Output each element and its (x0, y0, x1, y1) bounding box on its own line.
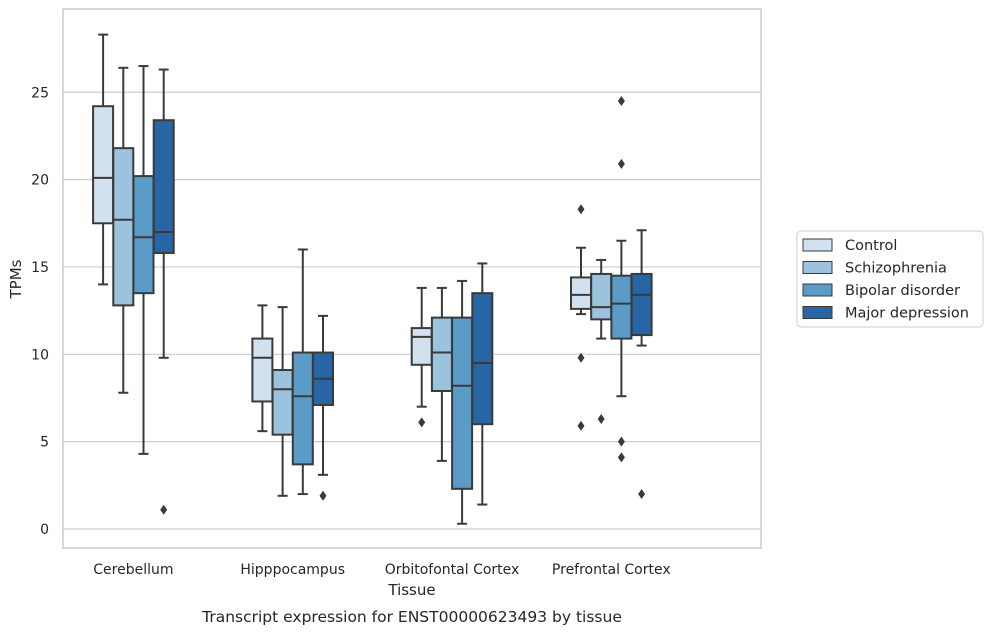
y-tick-label: 0 (40, 522, 49, 538)
legend-label: Schizophrenia (845, 261, 947, 277)
box-2-3 (471, 262, 494, 506)
legend-swatch (802, 283, 833, 297)
outlier-point (597, 413, 605, 424)
box-iqr (291, 351, 314, 466)
legend-label: Bipolar disorder (845, 283, 960, 299)
outlier-point (577, 352, 585, 363)
box-group (92, 33, 653, 525)
outlier-point (160, 504, 168, 515)
y-tick-label: 20 (31, 173, 49, 189)
legend-swatch (802, 238, 833, 252)
legend: Control Schizophrenia Bipolar disorder Majo… (796, 230, 984, 328)
legend-label: Major depression (845, 306, 969, 322)
box-1-2 (291, 248, 314, 496)
box-iqr (430, 316, 453, 392)
legend-label: Control (845, 238, 897, 254)
outlier-point (617, 95, 625, 106)
legend-swatch (802, 306, 833, 319)
outlier-point (638, 489, 646, 500)
chart-title: Transcript expression for ENST0000062349… (201, 608, 622, 626)
y-tick-label: 10 (31, 347, 49, 363)
box-iqr (590, 272, 613, 321)
outlier-point (319, 490, 327, 501)
y-tick-label: 5 (40, 435, 49, 451)
box-3-3 (630, 229, 653, 500)
legend-frame (796, 230, 984, 328)
box-iqr (112, 147, 135, 307)
box-0-0 (92, 33, 115, 286)
x-tick-label: Orbitofontal Cortex (385, 562, 520, 578)
y-tick-labels: 0 5 10 15 20 25 (31, 85, 49, 538)
y-tick-label: 25 (31, 85, 49, 101)
plot-background (63, 9, 761, 548)
box-2-0 (410, 286, 433, 428)
box-iqr (251, 337, 274, 403)
box-0-1 (112, 66, 135, 394)
outlier-point (617, 452, 625, 463)
box-iqr (271, 369, 294, 436)
box-1-3 (312, 314, 334, 501)
box-iqr (92, 105, 115, 225)
outlier-point (577, 204, 585, 215)
y-axis-label: TPMs (7, 259, 25, 299)
outlier-point (617, 158, 625, 169)
x-tick-label: Hipppocampus (240, 562, 345, 578)
x-tick-label: Cerebellum (93, 562, 173, 578)
box-2-2 (451, 279, 474, 525)
box-0-2 (132, 65, 155, 455)
box-iqr (610, 274, 633, 340)
box-3-1 (590, 258, 613, 424)
x-tick-labels: Cerebellum Hipppocampus Orbitofontal Corte… (93, 562, 670, 578)
box-iqr (451, 316, 474, 490)
box-iqr (410, 327, 433, 366)
outlier-point (577, 420, 585, 431)
box-1-1 (271, 306, 294, 497)
box-0-3 (152, 68, 175, 515)
box-iqr (630, 272, 653, 337)
outlier-point (617, 436, 625, 447)
box-iqr (570, 276, 592, 310)
x-tick-label: Prefrontal Cortex (552, 562, 671, 578)
box-iqr (152, 119, 175, 254)
legend-swatch (802, 261, 833, 274)
outlier-point (418, 417, 426, 428)
box-iqr (132, 175, 155, 295)
plot-frame (62, 8, 762, 549)
x-axis-label: Tissue (387, 581, 435, 599)
box-iqr (471, 292, 494, 426)
y-tick-label: 15 (31, 260, 49, 276)
